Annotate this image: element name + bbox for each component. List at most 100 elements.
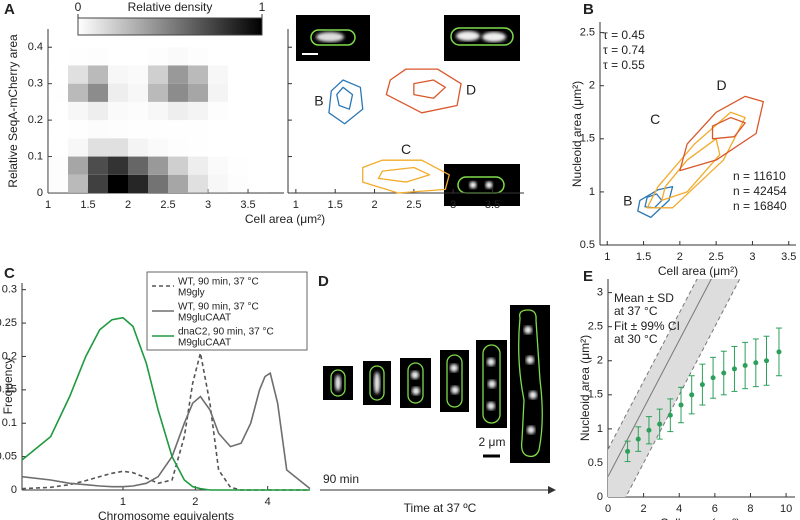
density-cell xyxy=(108,174,128,193)
contour xyxy=(385,68,462,114)
contour xyxy=(362,159,450,194)
legend-label: at 37 °C xyxy=(614,304,658,318)
line xyxy=(21,316,310,491)
scale-bar-label: 2 μm xyxy=(479,435,506,449)
density-cell xyxy=(148,101,168,121)
density-cell xyxy=(88,65,108,84)
legend-sublabel: M9gluCAAT xyxy=(178,338,231,349)
density-cell xyxy=(228,47,248,65)
density-cell xyxy=(228,156,248,175)
mean-point xyxy=(753,360,759,366)
y-tick-label: 0.15 xyxy=(0,384,17,396)
density-cell xyxy=(168,120,188,139)
density-cell xyxy=(48,174,68,193)
mean-point xyxy=(678,402,684,408)
density-cell xyxy=(68,174,88,193)
density-cell xyxy=(148,47,168,66)
density-cell xyxy=(228,65,248,84)
density-cell xyxy=(128,47,148,66)
density-cell xyxy=(48,47,68,65)
density-cell xyxy=(148,83,168,102)
density-cell xyxy=(188,83,208,102)
density-cell xyxy=(128,65,148,84)
y-tick-label: 0.1 xyxy=(28,150,43,162)
x-axis-label: Cell area (μm²) xyxy=(658,264,738,278)
y-tick-label: 0.5 xyxy=(588,457,603,469)
density-cell xyxy=(248,84,268,102)
density-cell xyxy=(148,174,168,193)
y-tick-label: 2.5 xyxy=(580,27,595,39)
contour xyxy=(413,79,446,99)
density-cell xyxy=(248,120,268,138)
x-tick-label: 1 xyxy=(293,199,299,211)
density-cell xyxy=(188,156,208,175)
density-cell xyxy=(108,156,128,175)
legend-label: WT, 90 min, 37 °C xyxy=(178,302,259,313)
mean-point xyxy=(625,448,631,454)
density-cell xyxy=(48,101,68,121)
y-tick-label: 2 xyxy=(589,80,595,92)
legend-sublabel: M9gly xyxy=(178,288,205,299)
x-tick-label: 1 xyxy=(604,251,610,263)
density-cell xyxy=(48,156,68,175)
time-start: 90 min xyxy=(323,472,359,486)
density-cell xyxy=(188,120,208,139)
colorbar-tick-label: 0 xyxy=(75,0,82,14)
density-cell xyxy=(248,47,268,65)
tau-annotation: τ = 0.74 xyxy=(603,43,645,57)
x-tick-label: 2.5 xyxy=(708,251,723,263)
density-cell xyxy=(88,120,108,139)
density-cell xyxy=(188,174,208,193)
density-cell xyxy=(248,65,268,83)
mean-point xyxy=(689,392,695,398)
density-cell xyxy=(108,65,128,84)
micrograph xyxy=(444,164,520,206)
y-tick-label: 0 xyxy=(37,187,43,199)
density-cell xyxy=(208,174,228,193)
x-tick-label: 2.5 xyxy=(406,199,421,211)
y-axis-label: Nucleoid area (μm²) xyxy=(578,335,592,441)
tau-annotation: τ = 0.55 xyxy=(603,58,645,72)
density-cell xyxy=(108,47,128,66)
population-label: C xyxy=(401,141,411,157)
x-tick-label: 1.5 xyxy=(636,251,651,263)
x-tick-label: 4 xyxy=(265,496,271,508)
y-tick-label: 3 xyxy=(597,287,603,299)
mean-point xyxy=(721,370,727,376)
population-label: D xyxy=(466,82,476,98)
y-tick-label: 0.5 xyxy=(580,239,595,251)
x-tick-label: 6 xyxy=(712,503,718,515)
population-label: C xyxy=(650,111,660,127)
density-cell xyxy=(68,65,88,84)
tau-annotation: τ = 0.45 xyxy=(603,28,645,42)
y-tick-label: 0.25 xyxy=(0,317,17,329)
population-label: B xyxy=(623,193,632,209)
density-cell xyxy=(168,101,188,121)
time-lapse-cells xyxy=(320,305,556,494)
y-tick-label: 1.5 xyxy=(588,389,603,401)
density-cell xyxy=(188,138,208,157)
x-tick-label: 10 xyxy=(780,503,792,515)
legend-label: at 30 °C xyxy=(614,332,658,346)
density-cell xyxy=(128,83,148,102)
x-tick-label: 8 xyxy=(747,503,753,515)
n-annotation: n = 11610 xyxy=(733,169,786,183)
contour xyxy=(679,95,764,172)
legend-label: Fit ± 99% CI xyxy=(614,319,680,333)
density-cell xyxy=(148,156,168,175)
density-cell xyxy=(88,156,108,175)
y-tick-label: 0.1 xyxy=(2,417,17,429)
y-tick-label: 0 xyxy=(11,484,17,496)
x-tick-label: 3 xyxy=(450,199,456,211)
colorbar-tick-label: 1 xyxy=(259,0,266,14)
density-cell xyxy=(148,65,168,84)
x-tick-label: 2 xyxy=(677,251,683,263)
x-tick-label: 0 xyxy=(605,503,611,515)
density-cell xyxy=(108,138,128,157)
density-cell xyxy=(68,83,88,102)
y-tick-label: 0.3 xyxy=(2,284,17,296)
y-tick-label: 1 xyxy=(597,423,603,435)
mean-point xyxy=(776,349,782,355)
x-tick-label: 3 xyxy=(205,199,211,211)
